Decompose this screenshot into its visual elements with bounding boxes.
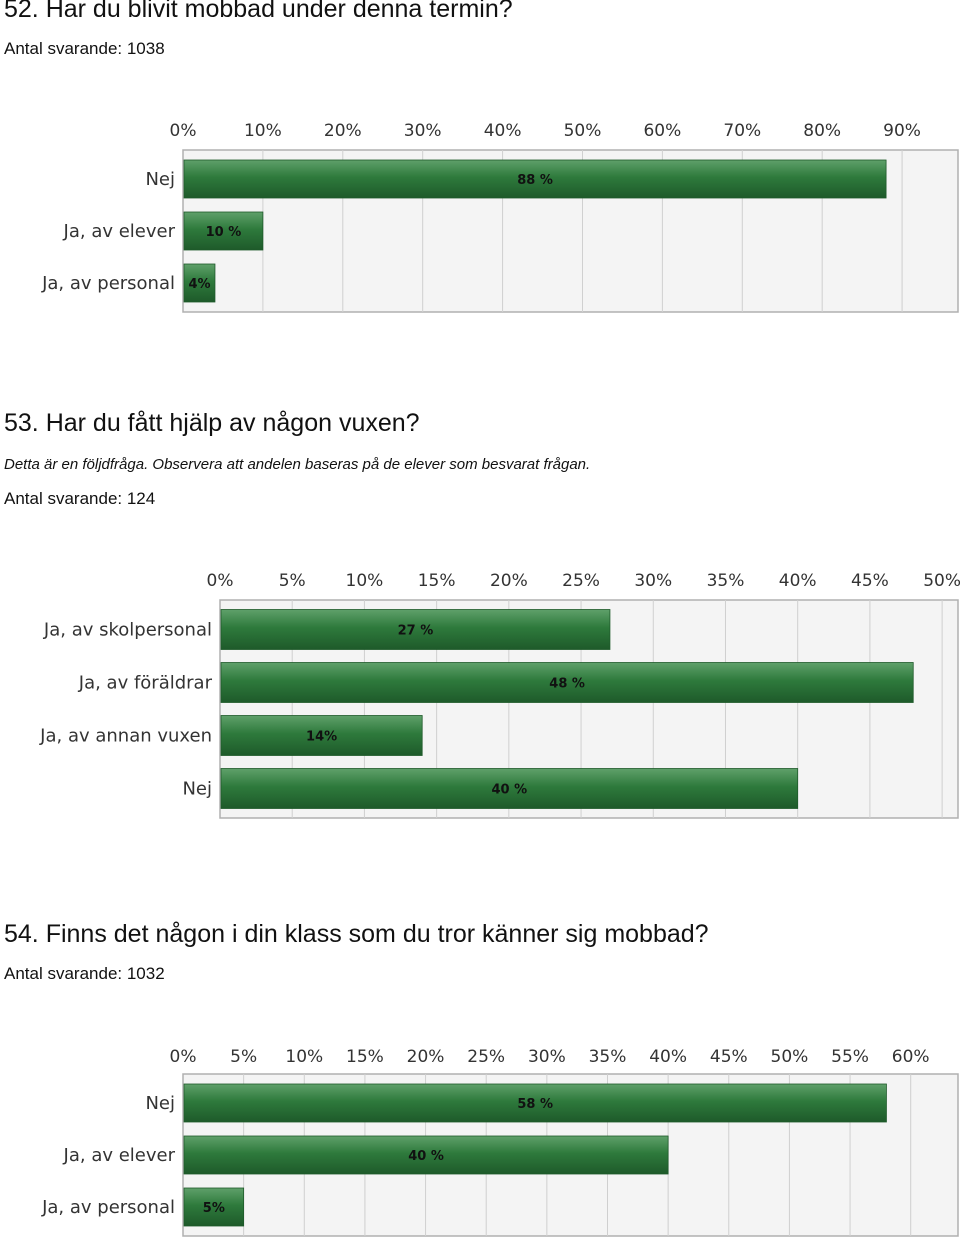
x-tick-label: 35% [707,571,745,591]
x-tick-label: 0% [207,571,234,591]
bar [183,211,264,251]
question-title-54: 54. Finns det någon i din klass som du t… [4,920,709,948]
x-tick-label: 20% [324,121,362,141]
x-tick-label: 50% [771,1047,809,1067]
respondent-count-54: Antal svarande: 1032 [4,964,165,983]
bar-value-label: 88 % [517,173,553,188]
bar-value-label: 40 % [492,783,528,798]
category-label: Nej [145,1093,175,1114]
x-tick-label: 0% [170,1047,197,1067]
bar [183,1135,669,1175]
bar [220,609,611,650]
x-tick-label: 25% [562,571,600,591]
category-label: Ja, av personal [41,273,175,294]
x-tick-label: 40% [779,571,817,591]
bar [183,1083,887,1123]
category-label: Ja, av elever [63,1145,176,1166]
bar-value-label: 14% [306,730,337,745]
category-label: Ja, av skolpersonal [43,620,212,641]
respondent-count-52: Antal svarande: 1038 [4,39,165,58]
bar [220,768,799,809]
x-tick-label: 55% [831,1047,869,1067]
x-tick-label: 10% [285,1047,323,1067]
x-tick-label: 30% [528,1047,566,1067]
bar [183,159,887,199]
bar-chart-53: 0% 5% 10% 15% 20% 25% 30% 35% 40% 45% 50% Ja, av sk… [39,571,960,819]
x-tick-label: 40% [649,1047,687,1067]
x-tick-label: 25% [467,1047,505,1067]
question-title-53: 53. Har du fått hjälp av någon vuxen? [4,409,420,437]
bar-chart-54: 0% 5% 10% 15% 20% 25% 30% 35% 40% 45% 50% 55% 60% Nej… [41,1047,959,1237]
bar [183,1187,245,1227]
x-tick-label: 70% [723,121,761,141]
question-note-53: Detta är en följdfråga. Observera att an… [4,456,591,473]
x-tick-label: 60% [643,121,681,141]
bar-value-label: 48 % [549,677,585,692]
bar-value-label: 27 % [398,624,434,639]
x-tick-label: 50% [923,571,960,591]
x-tick-label: 30% [634,571,672,591]
x-tick-label: 30% [404,121,442,141]
x-tick-label: 20% [490,571,528,591]
x-tick-label: 5% [230,1047,257,1067]
x-tick-label: 10% [244,121,282,141]
bar [220,715,423,756]
category-label: Ja, av annan vuxen [39,726,212,747]
bar-value-label: 10 % [206,225,242,240]
bar-chart-52: 0% 10% 20% 30% 40% 50% 60% 70% 80% 90% Nej 88 % Ja, … [41,121,959,313]
x-tick-label: 40% [484,121,522,141]
x-tick-label: 90% [883,121,921,141]
x-tick-label: 45% [851,571,889,591]
category-label: Ja, av elever [63,221,176,242]
x-tick-label: 0% [170,121,197,141]
x-tick-label: 35% [589,1047,627,1067]
x-tick-label: 20% [407,1047,445,1067]
x-tick-label: 60% [892,1047,930,1067]
x-tick-label: 10% [346,571,384,591]
category-label: Nej [145,169,175,190]
question-title-52: 52. Har du blivit mobbad under denna ter… [4,0,513,23]
bar-value-label: 58 % [517,1097,553,1112]
respondent-count-53: Antal svarande: 124 [4,489,156,508]
x-tick-label: 15% [346,1047,384,1067]
x-tick-label: 45% [710,1047,748,1067]
x-tick-label: 50% [564,121,602,141]
x-tick-label: 5% [279,571,306,591]
category-label: Nej [182,779,212,800]
bar-value-label: 5% [203,1201,225,1216]
x-tick-label: 80% [803,121,841,141]
bar-value-label: 40 % [408,1149,444,1164]
category-label: Ja, av föräldrar [78,673,213,694]
category-label: Ja, av personal [41,1197,175,1218]
bar [183,263,216,303]
bar [220,662,914,703]
bar-value-label: 4% [188,277,210,292]
x-tick-label: 15% [418,571,456,591]
